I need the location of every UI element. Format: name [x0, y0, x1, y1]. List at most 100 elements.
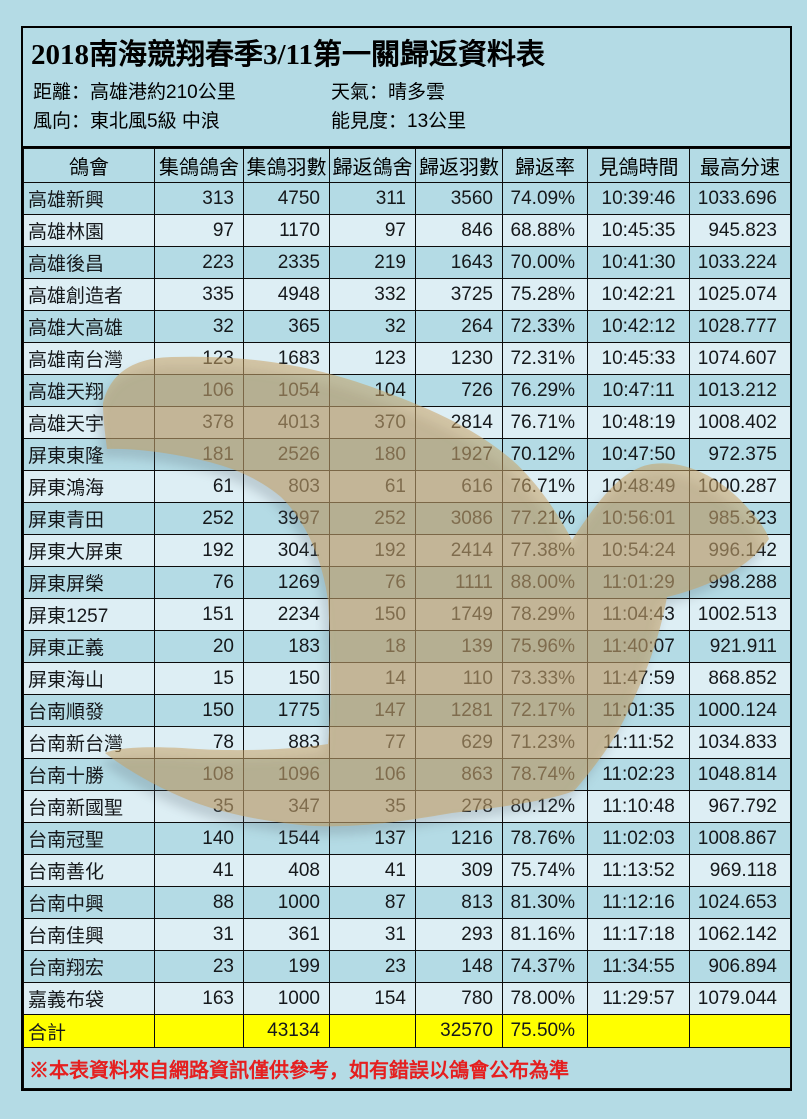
table-cell: 3560 — [415, 182, 503, 215]
table-cell: 76.71% — [502, 406, 588, 439]
table-cell: 219 — [329, 246, 416, 279]
wind-info: 風向：東北風5級 中浪 — [33, 111, 220, 133]
table-row: 台南翔宏 23 199 23 148 74.37% 11:34:55 906.894 — [23, 950, 791, 983]
table-cell: 378 — [154, 406, 244, 439]
table-cell: 726 — [415, 374, 503, 407]
table-cell: 150 — [243, 662, 330, 695]
table-cell: 台南十勝 — [23, 758, 155, 791]
table-cell: 1927 — [415, 438, 503, 471]
table-cell: 313 — [154, 182, 244, 215]
table-cell: 1000.124 — [689, 694, 791, 727]
table-cell: 183 — [243, 630, 330, 663]
table-cell: 1000 — [243, 886, 330, 919]
table-body: 高雄新興 313 4750 311 3560 74.09% 10:39:46 1033.696… — [23, 182, 791, 1089]
table-cell: 223 — [154, 246, 244, 279]
table-cell: 616 — [415, 470, 503, 503]
table-cell: 1025.074 — [689, 278, 791, 311]
table-cell: 361 — [243, 918, 330, 951]
table-header-row: 鴿會 集鴿鴿舍 集鴿羽數 歸返鴿舍 歸返羽數 歸返率 見鴿時間 最高分速 — [23, 148, 791, 183]
table-cell: 10:45:35 — [587, 214, 690, 247]
column-header: 歸返鴿舍 — [329, 148, 416, 183]
table-cell: 台南新國聖 — [23, 790, 155, 823]
table-cell: 252 — [154, 502, 244, 535]
table-row: 屏東東隆 181 2526 180 1927 70.12% 10:47:50 972.375 — [23, 438, 791, 471]
table-cell: 1008.867 — [689, 822, 791, 855]
table-cell: 78.00% — [502, 982, 588, 1015]
table-cell: 97 — [329, 214, 416, 247]
table-cell: 1034.833 — [689, 726, 791, 759]
table-row: 高雄創造者 335 4948 332 3725 75.28% 10:42:21 1025.07… — [23, 278, 791, 311]
total-cell — [689, 1014, 791, 1048]
table-cell: 71.23% — [502, 726, 588, 759]
title-block: 2018南海競翔春季3/11第一關歸返資料表 距離：高雄港約210公里 天氣：晴… — [23, 28, 790, 148]
table-cell: 88 — [154, 886, 244, 919]
table-cell: 屏東東隆 — [23, 438, 155, 471]
table-cell: 61 — [154, 470, 244, 503]
table-row: 屏東海山 15 150 14 110 73.33% 11:47:59 868.852 — [23, 662, 791, 695]
table-cell: 629 — [415, 726, 503, 759]
table-cell: 41 — [329, 854, 416, 887]
table-cell: 高雄後昌 — [23, 246, 155, 279]
table-cell: 180 — [329, 438, 416, 471]
table-cell: 10:42:21 — [587, 278, 690, 311]
table-row: 高雄新興 313 4750 311 3560 74.09% 10:39:46 1033.696 — [23, 182, 791, 215]
table-cell: 70.00% — [502, 246, 588, 279]
table-cell: 35 — [329, 790, 416, 823]
table-cell: 73.33% — [502, 662, 588, 695]
weather-info: 天氣：晴多雲 — [331, 82, 446, 104]
table-cell: 77.21% — [502, 502, 588, 535]
page-title: 2018南海競翔春季3/11第一關歸返資料表 — [31, 39, 545, 71]
table-cell: 1230 — [415, 342, 503, 375]
column-header: 集鴿鴿舍 — [154, 148, 244, 183]
table-cell: 75.96% — [502, 630, 588, 663]
total-cell: 32570 — [415, 1014, 503, 1048]
table-row: 屏東屏榮 76 1269 76 1111 88.00% 11:01:29 998.288 — [23, 566, 791, 599]
table-cell: 78.74% — [502, 758, 588, 791]
table-cell: 137 — [329, 822, 416, 855]
table-cell: 11:01:35 — [587, 694, 690, 727]
table-cell: 10:45:33 — [587, 342, 690, 375]
table-cell: 1000.287 — [689, 470, 791, 503]
table-cell: 4750 — [243, 182, 330, 215]
table-cell: 11:34:55 — [587, 950, 690, 983]
table-row: 高雄大高雄 32 365 32 264 72.33% 10:42:12 1028.777 — [23, 310, 791, 343]
total-cell — [329, 1014, 416, 1048]
table-cell: 967.792 — [689, 790, 791, 823]
table-cell: 嘉義布袋 — [23, 982, 155, 1015]
table-cell: 1269 — [243, 566, 330, 599]
table-cell: 18 — [329, 630, 416, 663]
table-cell: 屏東1257 — [23, 598, 155, 631]
table-cell: 屏東大屏東 — [23, 534, 155, 567]
table-cell: 1749 — [415, 598, 503, 631]
table-cell: 10:39:46 — [587, 182, 690, 215]
table-cell: 123 — [329, 342, 416, 375]
table-cell: 台南冠聖 — [23, 822, 155, 855]
table-cell: 72.17% — [502, 694, 588, 727]
table-cell: 996.142 — [689, 534, 791, 567]
table-cell: 370 — [329, 406, 416, 439]
table-cell: 68.88% — [502, 214, 588, 247]
table-cell: 1000 — [243, 982, 330, 1015]
table-cell: 1002.513 — [689, 598, 791, 631]
footnote-text: ※本表資料來自網路資訊僅供參考，如有錯誤以鴿會公布為準 — [23, 1047, 791, 1089]
table-cell: 11:11:52 — [587, 726, 690, 759]
table-cell: 3997 — [243, 502, 330, 535]
table-row: 台南冠聖 140 1544 137 1216 78.76% 11:02:03 1008.867 — [23, 822, 791, 855]
table-cell: 2526 — [243, 438, 330, 471]
table-cell: 365 — [243, 310, 330, 343]
column-header: 最高分速 — [689, 148, 791, 183]
column-header: 集鴿羽數 — [243, 148, 330, 183]
column-header: 見鴿時間 — [587, 148, 690, 183]
table-row: 嘉義布袋 163 1000 154 780 78.00% 11:29:57 1079.044 — [23, 982, 791, 1015]
table-cell: 4948 — [243, 278, 330, 311]
table-cell: 163 — [154, 982, 244, 1015]
table-cell: 311 — [329, 182, 416, 215]
table-cell: 74.09% — [502, 182, 588, 215]
table-cell: 199 — [243, 950, 330, 983]
table-cell: 77 — [329, 726, 416, 759]
table-cell: 252 — [329, 502, 416, 535]
table-cell: 883 — [243, 726, 330, 759]
table-row: 台南十勝 108 1096 106 863 78.74% 11:02:23 1048.814 — [23, 758, 791, 791]
table-cell: 278 — [415, 790, 503, 823]
table-cell: 1096 — [243, 758, 330, 791]
